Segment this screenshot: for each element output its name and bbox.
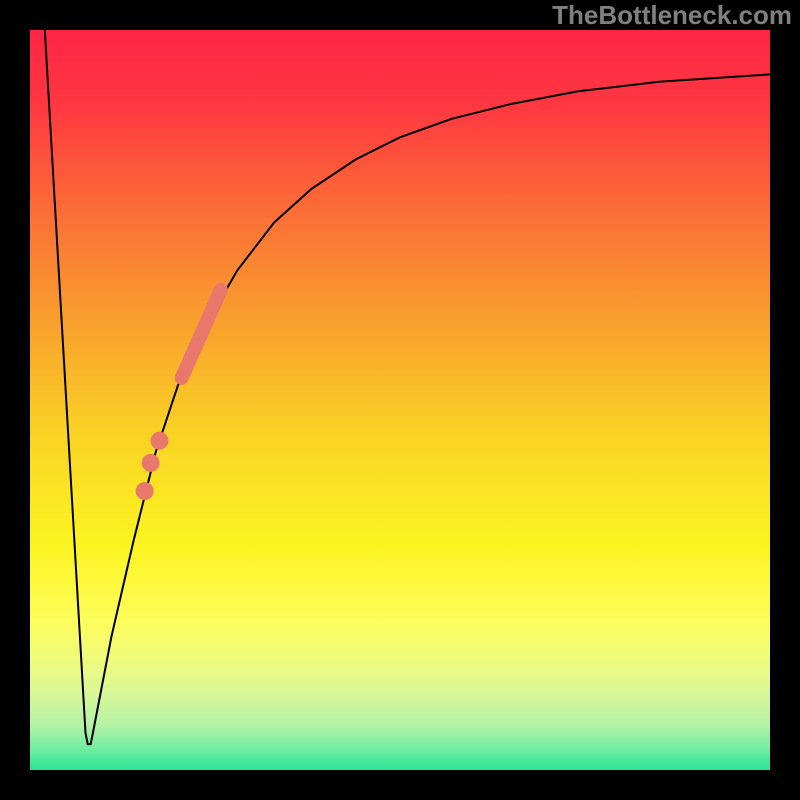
chart-container: [30, 30, 770, 770]
chart-svg-overlay: [30, 30, 770, 770]
highlight-bar-segment: [182, 290, 221, 378]
highlight-dot: [142, 454, 160, 472]
highlight-dot: [136, 482, 154, 500]
highlight-dot: [151, 432, 169, 450]
watermark-text: TheBottleneck.com: [552, 0, 792, 31]
bottleneck-curve: [45, 30, 770, 744]
highlight-dots-group: [136, 432, 169, 500]
